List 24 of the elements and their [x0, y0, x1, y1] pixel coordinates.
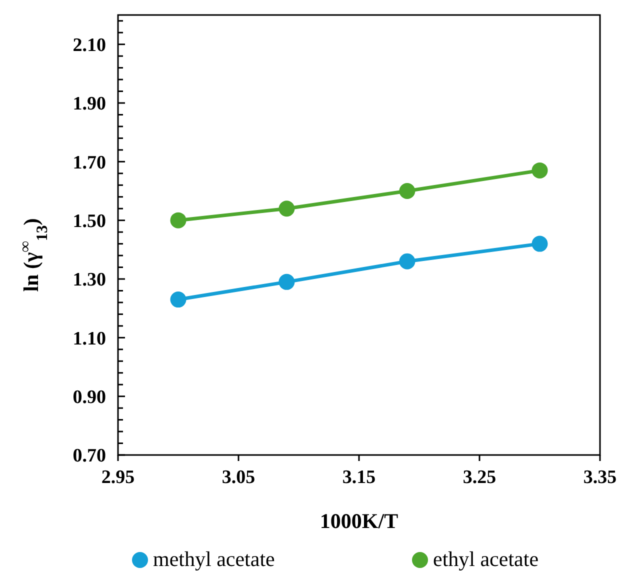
point	[278, 274, 295, 290]
x-tick-label: 3.35	[583, 467, 617, 488]
point	[532, 162, 548, 178]
legend-label: methyl acetate	[153, 547, 275, 571]
y-tick-label: 1.30	[72, 270, 106, 291]
y-tick-label: 1.70	[72, 152, 106, 174]
point	[278, 200, 295, 217]
x-tick-label: 3.25	[462, 467, 496, 488]
x-axis-title: 1000K/T	[320, 509, 398, 533]
point	[399, 183, 416, 199]
y-tick-label: 1.10	[72, 328, 106, 350]
y-tick-label: 0.70	[72, 446, 106, 467]
x-tick-label: 3.15	[342, 467, 376, 488]
legend-label: ethyl acetate	[433, 547, 539, 571]
y-tick-label: 0.90	[72, 386, 106, 408]
point	[532, 236, 548, 252]
point	[170, 292, 186, 308]
y-tick-label: 1.90	[72, 94, 106, 115]
y-tick-label: 2.10	[72, 34, 106, 56]
point	[170, 212, 186, 228]
x-tick-label: 2.95	[101, 467, 135, 488]
point	[399, 253, 416, 270]
y-tick-label: 1.50	[72, 210, 106, 232]
x-tick-label: 3.05	[222, 467, 256, 488]
